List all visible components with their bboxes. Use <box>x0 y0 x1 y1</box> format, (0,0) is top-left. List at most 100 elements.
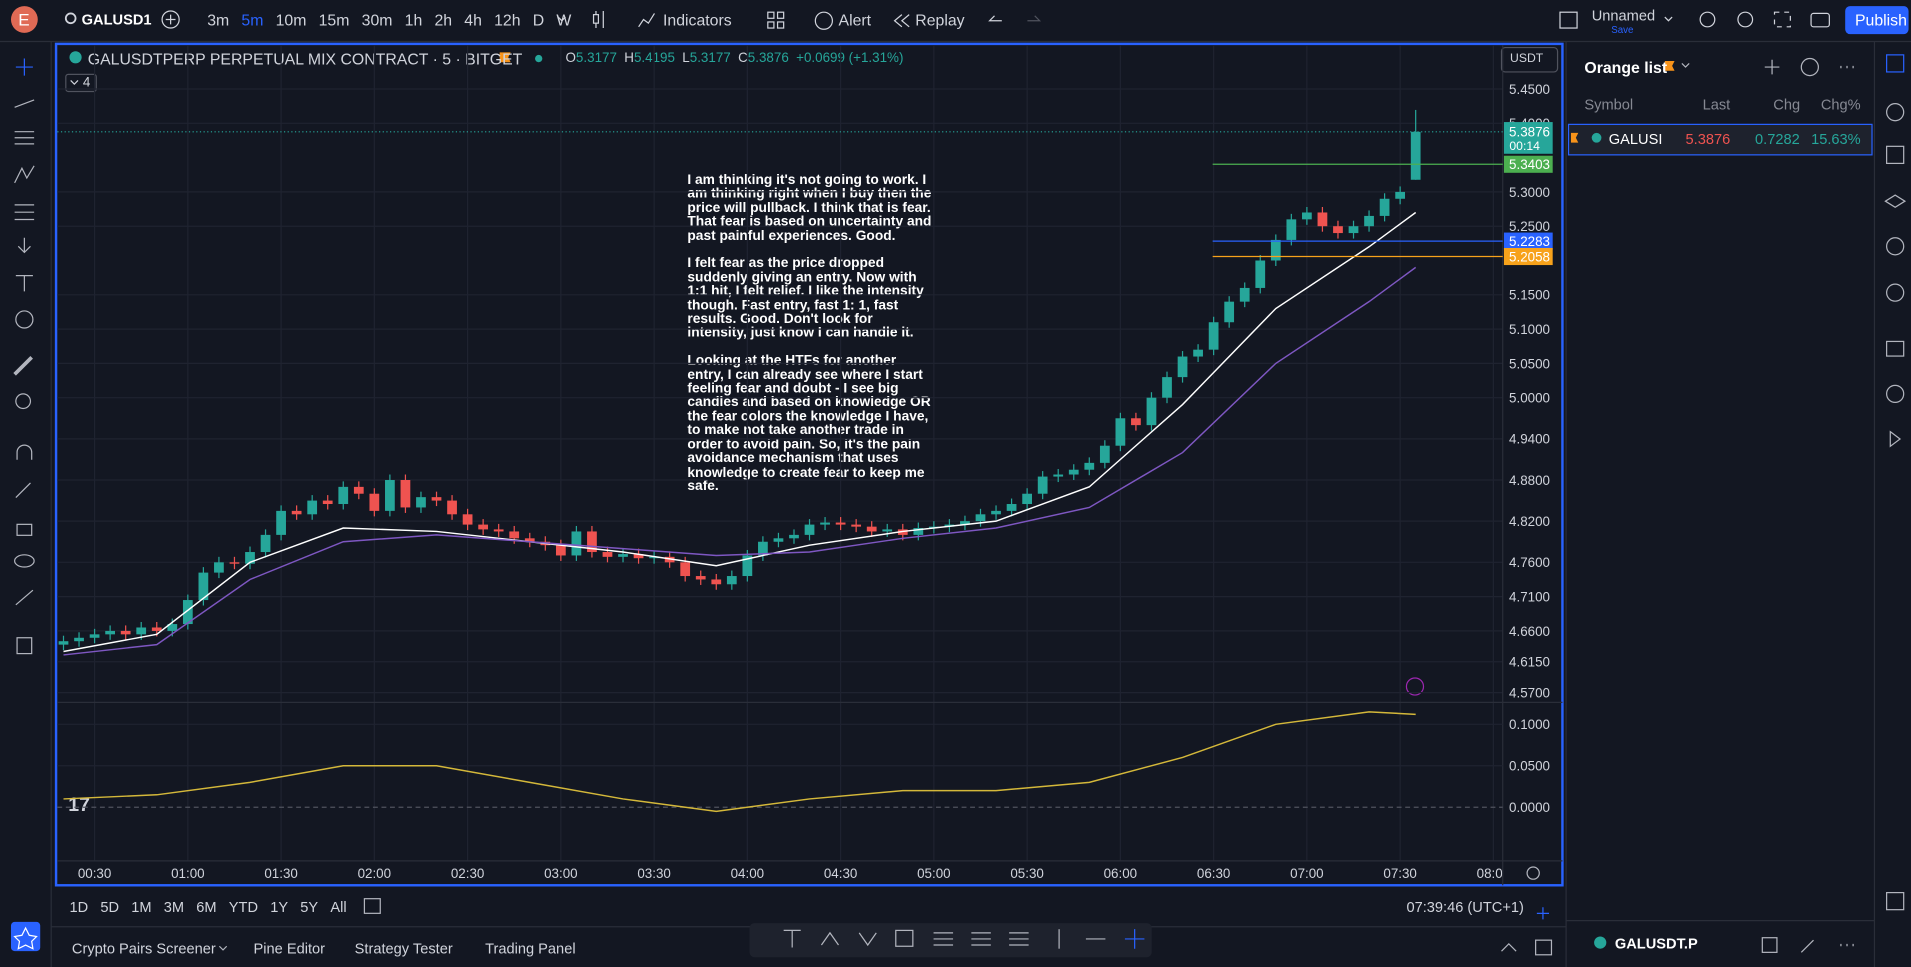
date-range-icon[interactable] <box>363 898 381 914</box>
publish-button[interactable] <box>1845 6 1909 35</box>
edit-icon[interactable] <box>1800 939 1814 953</box>
arrow-tool[interactable] <box>17 237 31 254</box>
rectangle-tool[interactable] <box>895 929 914 947</box>
indicator-toggle[interactable] <box>65 73 97 93</box>
alerts-icon[interactable] <box>1886 103 1905 122</box>
crosshair-icon[interactable] <box>1536 907 1550 920</box>
quick-search-icon[interactable] <box>1699 11 1716 28</box>
templates-icon[interactable] <box>767 11 775 19</box>
pattern-tool[interactable] <box>14 165 35 184</box>
range-button[interactable]: 1D <box>69 898 89 916</box>
interval-button[interactable]: W <box>556 10 572 30</box>
panel-icon[interactable] <box>1886 891 1905 911</box>
column-header[interactable]: Chg% <box>1820 96 1861 114</box>
news-icon[interactable] <box>1886 145 1905 165</box>
chevron[interactable] <box>1664 16 1673 22</box>
add-icon[interactable] <box>1764 59 1780 75</box>
flag-icon[interactable] <box>1664 60 1675 71</box>
avatar-letter[interactable]: E <box>18 9 30 30</box>
column-header[interactable]: Chg <box>1773 96 1801 114</box>
bottom-tab[interactable]: Strategy Tester <box>354 940 453 958</box>
layers-icon[interactable] <box>1884 194 1907 209</box>
crosshair-tool[interactable] <box>1124 929 1145 949</box>
interval-button[interactable]: 1h <box>404 10 423 30</box>
interval-button[interactable]: 12h <box>494 10 521 30</box>
interval-button[interactable]: 3m <box>207 10 230 30</box>
pitchfork-tool[interactable] <box>1009 932 1029 946</box>
magnet-tool[interactable] <box>16 444 33 460</box>
interval-button[interactable]: 4h <box>464 10 482 30</box>
layout-icon[interactable] <box>1559 11 1578 29</box>
currency-button[interactable] <box>1500 46 1559 73</box>
watchlist-cell[interactable]: GALUSI <box>1608 130 1663 148</box>
draw-mode-tool[interactable] <box>15 482 31 498</box>
interval-button[interactable]: 10m <box>275 10 307 30</box>
trash-tool[interactable] <box>16 637 33 655</box>
maximize-icon[interactable] <box>1535 939 1553 956</box>
search-icon[interactable] <box>64 12 77 25</box>
fib-tool[interactable] <box>933 932 954 946</box>
avatar-circle[interactable] <box>10 6 38 33</box>
interval-button[interactable]: 2h <box>434 10 453 30</box>
chevron[interactable] <box>557 16 566 22</box>
settings-icon[interactable] <box>1526 866 1540 880</box>
projection-tool[interactable] <box>14 204 35 221</box>
range-button[interactable]: 6M <box>196 898 217 916</box>
arrow-down-tool[interactable] <box>858 932 877 947</box>
replay-icon[interactable] <box>893 14 910 28</box>
indicators-icon[interactable] <box>638 13 655 28</box>
layout-name[interactable]: Unnamed <box>1591 7 1656 25</box>
undo-icon[interactable] <box>988 15 1002 22</box>
range-button[interactable]: YTD <box>228 898 259 916</box>
bottom-tab[interactable]: Trading Panel <box>485 940 576 958</box>
range-button[interactable]: 3M <box>163 898 185 916</box>
bottom-tab[interactable]: Pine Editor <box>253 940 326 958</box>
ruler-tool[interactable] <box>13 355 33 376</box>
range-button[interactable]: 1M <box>131 898 152 916</box>
text-tool[interactable] <box>783 929 801 948</box>
column-header[interactable]: Symbol <box>1584 96 1634 114</box>
fib-tool[interactable] <box>14 131 35 145</box>
range-button[interactable]: 1Y <box>270 898 289 916</box>
alert-button[interactable]: Alert <box>838 10 872 30</box>
favorites-button[interactable] <box>10 921 41 952</box>
range-button[interactable]: 5D <box>100 898 120 916</box>
lock-tool[interactable] <box>16 523 33 536</box>
symbol-search[interactable]: GALUSD1 <box>81 10 152 29</box>
indicators-button[interactable]: Indicators <box>663 10 732 30</box>
emoji-tool[interactable] <box>15 310 34 329</box>
watchlist-title[interactable]: Orange list <box>1584 58 1668 77</box>
range-button[interactable]: All <box>330 898 347 916</box>
interval-button[interactable]: 30m <box>361 10 393 30</box>
save-status[interactable]: Save <box>1611 24 1634 36</box>
chat-icon[interactable] <box>1886 340 1905 357</box>
footer-symbol[interactable]: GALUSDT.P <box>1614 935 1698 953</box>
publish-label[interactable]: Publish <box>1854 10 1907 30</box>
link-tool[interactable] <box>15 589 34 606</box>
hotlist-icon[interactable] <box>1886 237 1905 256</box>
watchlist-icon[interactable] <box>1886 54 1905 73</box>
interval-button[interactable]: D <box>532 10 545 30</box>
annotation[interactable]: I am thinking it's not going to work. I … <box>687 174 933 508</box>
currency-label[interactable]: USDT <box>1510 52 1544 66</box>
screenshot-icon[interactable] <box>1810 12 1830 28</box>
collapse-icon[interactable] <box>1501 942 1517 952</box>
fullscreen-icon[interactable] <box>1773 11 1791 28</box>
channel-tool[interactable] <box>971 932 991 946</box>
hide-tool[interactable] <box>14 554 35 568</box>
layout-icon[interactable] <box>1761 937 1778 953</box>
ideas-icon[interactable] <box>1886 283 1905 302</box>
alert-icon[interactable] <box>814 11 834 30</box>
streams-icon[interactable] <box>1886 384 1905 404</box>
selected-row[interactable] <box>1567 123 1873 156</box>
event-icon[interactable] <box>1405 677 1425 696</box>
add-symbol-icon[interactable] <box>161 10 180 29</box>
range-button[interactable]: 5Y <box>300 898 319 916</box>
interval-button[interactable]: 15m <box>318 10 350 30</box>
watchlist-cell[interactable]: 15.63% <box>1811 130 1861 148</box>
chevron[interactable] <box>1681 62 1690 68</box>
settings-icon[interactable] <box>1737 11 1754 28</box>
details-icon[interactable] <box>1800 57 1819 77</box>
chevron[interactable] <box>218 945 228 951</box>
text-tool[interactable] <box>15 274 33 292</box>
